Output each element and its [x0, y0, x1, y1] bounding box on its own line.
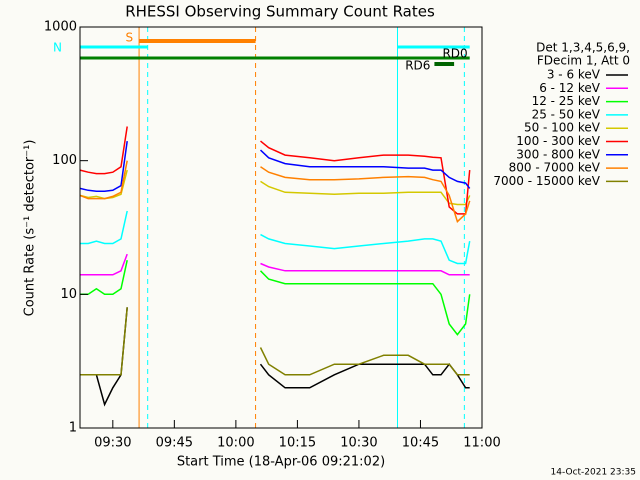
legend-label: 50 - 100 keV: [524, 121, 601, 135]
series-line: [80, 253, 470, 276]
legend-label: 100 - 300 keV: [516, 134, 600, 148]
chart-title: RHESSI Observing Summary Count Rates: [125, 3, 435, 21]
legend-label: 7000 - 15000 keV: [493, 174, 600, 188]
legend-label: 800 - 7000 keV: [509, 161, 601, 175]
flag-label: RD6: [405, 59, 430, 73]
flag-label: S: [125, 31, 133, 45]
flag-label: RD0: [442, 47, 467, 61]
legend-label: 25 - 50 keV: [532, 107, 601, 121]
legend-label: 6 - 12 keV: [539, 81, 601, 95]
flag-label: N: [53, 41, 62, 55]
footer: 14-Oct-2021 23:35: [551, 468, 636, 478]
legend-header: Det 1,3,4,5,6,9,: [536, 41, 630, 55]
legend-label: 12 - 25 keV: [532, 94, 601, 108]
y-tick-label: 1: [69, 421, 77, 436]
x-tick-label: 10:15: [279, 436, 316, 451]
series-line: [80, 210, 471, 265]
series-line: [79, 160, 471, 223]
series-line: [80, 260, 471, 336]
x-tick-label: 09:45: [156, 436, 193, 451]
y-axis-label: Count Rate (s⁻¹ detector⁻¹): [23, 140, 38, 317]
x-tick-label: 09:30: [94, 436, 131, 451]
y-tick-label: 1000: [44, 20, 77, 35]
y-tick-label: 10: [60, 287, 77, 302]
x-tick-label: 11:00: [463, 436, 500, 451]
series-line: [80, 307, 470, 376]
x-tick-label: 10:30: [340, 436, 377, 451]
legend-label: 300 - 800 keV: [516, 147, 600, 161]
legend-header: FDecim 1, Att 0: [537, 54, 630, 68]
plot-frame: [79, 26, 483, 429]
x-axis-label: Start Time (18-Apr-06 09:21:02): [177, 455, 385, 470]
y-tick-label: 100: [52, 153, 77, 168]
x-tick-label: 10:00: [217, 436, 254, 451]
x-tick-label: 10:45: [402, 436, 439, 451]
legend-label: 3 - 6 keV: [547, 68, 601, 82]
series-line: [79, 140, 471, 193]
